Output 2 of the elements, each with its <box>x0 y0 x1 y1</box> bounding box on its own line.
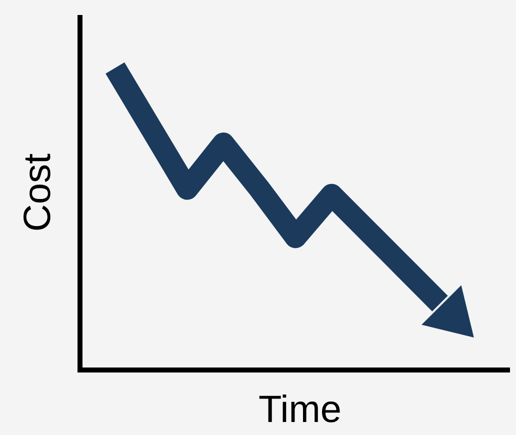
x-axis-title: Time <box>258 389 342 431</box>
y-axis-title: Cost <box>17 152 59 232</box>
